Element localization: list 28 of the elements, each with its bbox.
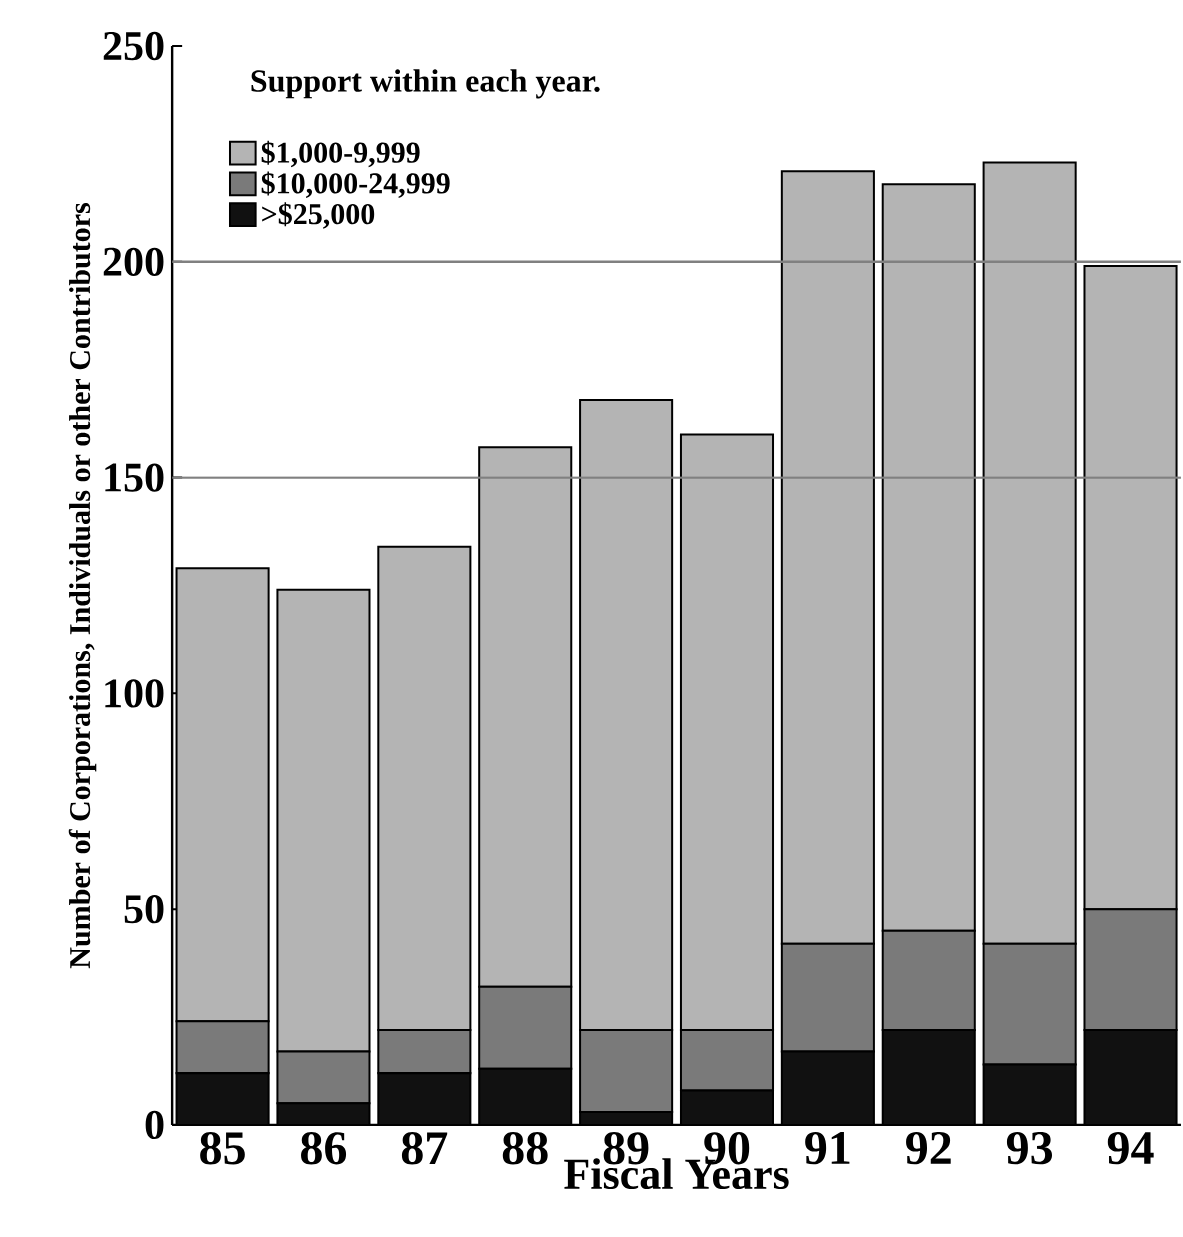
bar bbox=[378, 1073, 471, 1125]
bar bbox=[781, 1051, 874, 1125]
x-tick-label: 88 bbox=[502, 1131, 548, 1165]
x-tick-label: 93 bbox=[1006, 1131, 1053, 1165]
y-tick-label: 250 bbox=[103, 31, 164, 61]
legend-label: $10,000-24,999 bbox=[261, 171, 450, 198]
y-tick-label: 150 bbox=[105, 463, 164, 492]
bar bbox=[983, 1064, 1076, 1125]
x-tick-label: 87 bbox=[401, 1131, 448, 1165]
x-tick-label: 94 bbox=[1107, 1131, 1154, 1165]
x-tick-label: 85 bbox=[200, 1131, 245, 1165]
bar bbox=[680, 1090, 774, 1125]
bar bbox=[176, 1073, 269, 1125]
bar bbox=[1083, 1028, 1178, 1125]
x-tick-label: 92 bbox=[906, 1131, 951, 1165]
bar bbox=[277, 1103, 370, 1125]
y-tick-label: 50 bbox=[124, 894, 164, 924]
x-tick-label: 86 bbox=[301, 1131, 347, 1165]
legend-label: $1,000-9,999 bbox=[261, 140, 420, 168]
y-axis-title: Number of Corporations, Individuals or other Contributors bbox=[68, 202, 97, 969]
legend-label: >$25,000 bbox=[262, 202, 375, 229]
bar bbox=[479, 1068, 572, 1125]
legend-title: Support within each year. bbox=[251, 69, 600, 99]
x-tick-label: 91 bbox=[805, 1131, 850, 1165]
y-tick-label: 200 bbox=[103, 247, 164, 276]
bar bbox=[882, 1029, 975, 1125]
y-tick-label: 100 bbox=[105, 679, 164, 708]
y-tick-label: 0 bbox=[145, 1110, 164, 1140]
